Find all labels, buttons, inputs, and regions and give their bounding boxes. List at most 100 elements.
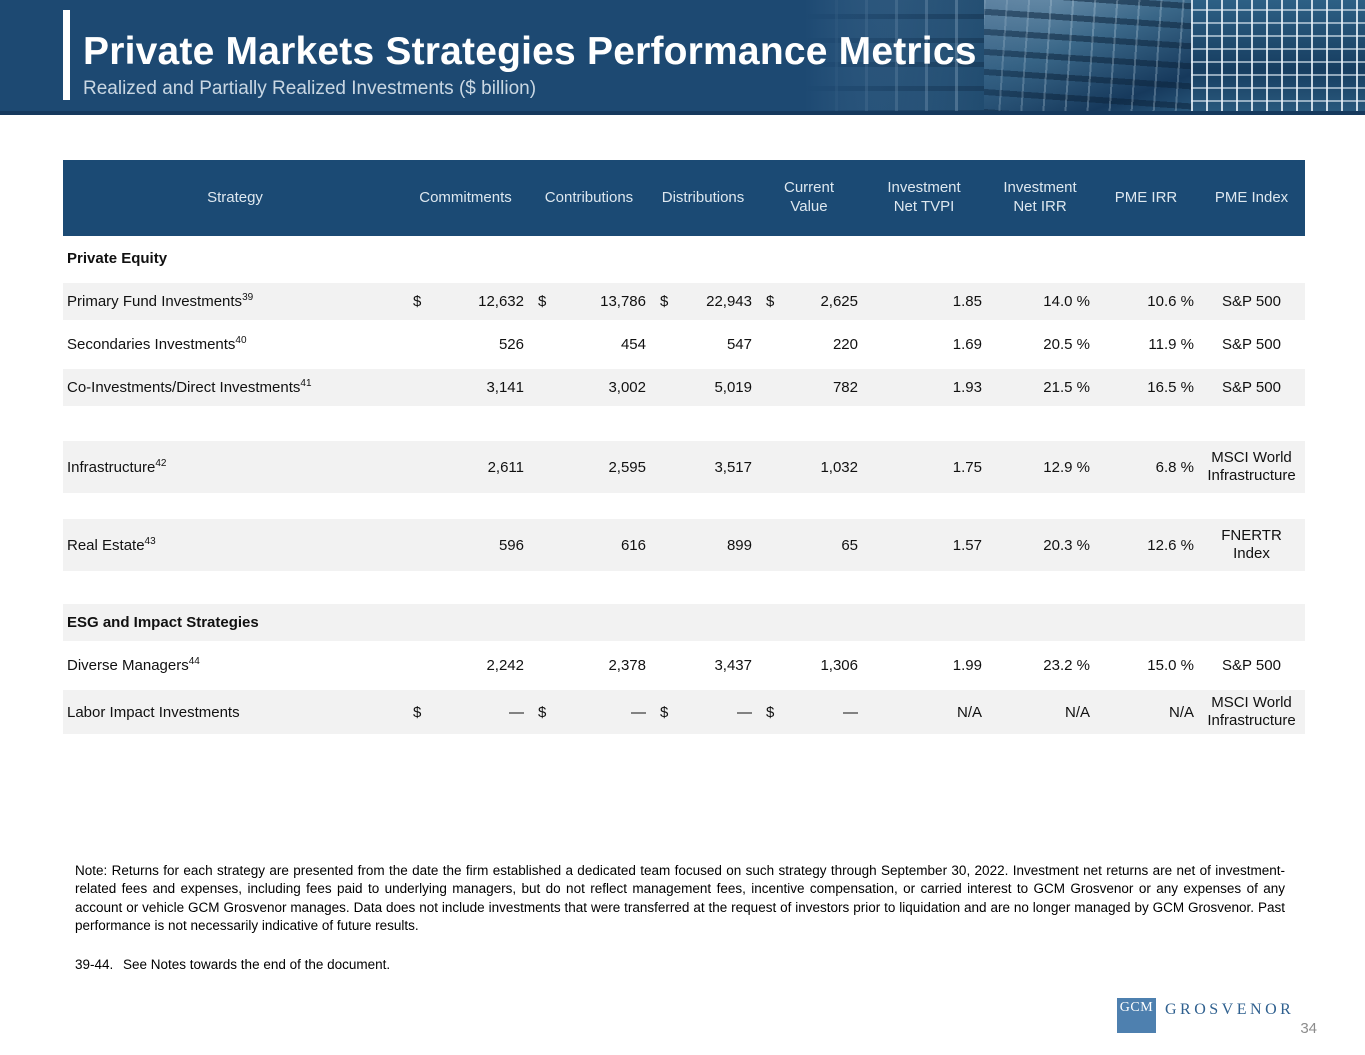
net-tvpi-cell: 1.57 bbox=[952, 536, 982, 554]
footnote-line: 39-44. See Notes towards the end of the … bbox=[75, 957, 390, 972]
section-label: ESG and Impact Strategies bbox=[67, 614, 259, 631]
footnote-ref: 39 bbox=[242, 292, 254, 303]
strategy-cell: Primary Fund Investments39 bbox=[67, 292, 254, 311]
contributions-cell: $ — bbox=[538, 703, 646, 721]
distributions-cell: 3,437 bbox=[714, 657, 752, 674]
contributions-cell: 454 bbox=[620, 336, 646, 353]
commitments-cell: 3,141 bbox=[486, 379, 524, 396]
contributions-cell: $13,786 bbox=[538, 293, 646, 310]
table-row-infrastructure: Infrastructure42 2,611 2,595 3,517 1,032… bbox=[63, 441, 1305, 493]
contributions-cell: 616 bbox=[620, 536, 646, 554]
distributions-cell: 3,517 bbox=[714, 458, 752, 476]
table-row-labor-impact-investments: Labor Impact Investments $ — $ — $ — $ — N/A… bbox=[63, 690, 1305, 734]
footnote-ref: 40 bbox=[235, 335, 247, 346]
table-header-row: Strategy Commitments Contributions Distr… bbox=[63, 160, 1305, 236]
distributions-cell: 547 bbox=[726, 336, 752, 353]
net-tvpi-cell: N/A bbox=[956, 703, 982, 721]
pme-index-cell: MSCI World Infrastructure bbox=[1207, 694, 1296, 729]
building-photo bbox=[805, 0, 1365, 111]
title-accent-bar bbox=[63, 10, 70, 100]
pme-irr-cell: 16.5 % bbox=[1147, 379, 1194, 396]
footnote-range: 39-44. bbox=[75, 957, 114, 972]
net-irr-cell: 23.2 % bbox=[1043, 657, 1090, 674]
strategy-cell: Infrastructure42 bbox=[67, 457, 167, 476]
page-header: Private Markets Strategies Performance M… bbox=[0, 0, 1365, 115]
gcm-grosvenor-logo: GCM GROSVENOR bbox=[1117, 998, 1294, 1033]
net-irr-cell: N/A bbox=[1064, 703, 1090, 721]
current-value-cell: $2,625 bbox=[766, 293, 858, 310]
current-value-cell: 782 bbox=[832, 379, 858, 396]
col-header-pme-index: PME Index bbox=[1214, 188, 1289, 206]
current-value-cell: 65 bbox=[841, 536, 858, 554]
footnote-ref: 43 bbox=[144, 535, 156, 547]
current-value-cell: $ — bbox=[766, 703, 858, 721]
net-irr-cell: 14.0 % bbox=[1043, 293, 1090, 310]
pme-index-cell: S&P 500 bbox=[1222, 656, 1281, 674]
grosvenor-wordmark: GROSVENOR bbox=[1165, 1001, 1295, 1018]
title-block: Private Markets Strategies Performance M… bbox=[83, 30, 977, 100]
table-row-secondaries-investments: Secondaries Investments40 526 454 547 22… bbox=[63, 326, 1305, 363]
col-header-net-irr: Investment Net IRR bbox=[1003, 179, 1077, 215]
net-tvpi-cell: 1.69 bbox=[952, 336, 982, 353]
table-row-co-investments: Co-Investments/Direct Investments41 3,14… bbox=[63, 369, 1305, 406]
col-header-commitments: Commitments bbox=[419, 188, 512, 206]
commitments-cell: $12,632 bbox=[413, 293, 524, 310]
net-tvpi-cell: 1.93 bbox=[952, 379, 982, 396]
col-header-distributions: Distributions bbox=[661, 188, 745, 206]
strategy-cell: Co-Investments/Direct Investments41 bbox=[67, 378, 312, 397]
distributions-cell: 5,019 bbox=[714, 379, 752, 396]
table-row-real-estate: Real Estate43 596 616 899 65 1.57 20.3 %… bbox=[63, 519, 1305, 571]
distributions-cell: $22,943 bbox=[660, 293, 752, 310]
net-irr-cell: 21.5 % bbox=[1043, 379, 1090, 396]
current-value-cell: 1,032 bbox=[820, 458, 858, 476]
table-gap bbox=[63, 412, 1305, 441]
pme-index-cell: S&P 500 bbox=[1222, 292, 1281, 310]
strategy-cell: Secondaries Investments40 bbox=[67, 335, 247, 354]
pme-index-cell: FNERTR Index bbox=[1221, 527, 1282, 562]
contributions-cell: 3,002 bbox=[608, 379, 646, 396]
net-irr-cell: 20.5 % bbox=[1043, 336, 1090, 353]
pme-irr-cell: 12.6 % bbox=[1147, 536, 1194, 554]
commitments-cell: 526 bbox=[498, 336, 524, 353]
pme-index-cell: S&P 500 bbox=[1222, 335, 1281, 353]
page-title: Private Markets Strategies Performance M… bbox=[83, 30, 977, 73]
table-body: Private Equity Primary Fund Investments3… bbox=[63, 240, 1305, 734]
pme-irr-cell: 6.8 % bbox=[1155, 458, 1194, 476]
commitments-cell: $ — bbox=[413, 703, 524, 721]
pme-index-cell: MSCI World Infrastructure bbox=[1207, 449, 1296, 484]
pme-irr-cell: N/A bbox=[1168, 703, 1194, 721]
strategy-cell: Diverse Managers44 bbox=[67, 656, 200, 675]
strategy-cell: Real Estate43 bbox=[67, 535, 156, 554]
net-tvpi-cell: 1.99 bbox=[952, 657, 982, 674]
table-row-primary-fund-investments: Primary Fund Investments39 $12,632 $13,7… bbox=[63, 283, 1305, 320]
contributions-cell: 2,378 bbox=[608, 657, 646, 674]
page-number: 34 bbox=[1300, 1020, 1317, 1037]
distributions-cell: 899 bbox=[726, 536, 752, 554]
col-header-current-value: Current Value bbox=[783, 179, 835, 215]
net-tvpi-cell: 1.85 bbox=[952, 293, 982, 310]
gcm-logo-mark: GCM bbox=[1117, 998, 1156, 1033]
pme-irr-cell: 15.0 % bbox=[1147, 657, 1194, 674]
current-value-cell: 1,306 bbox=[820, 657, 858, 674]
footnote-ref: 42 bbox=[155, 457, 167, 469]
performance-table: Strategy Commitments Contributions Distr… bbox=[63, 160, 1305, 740]
pme-irr-cell: 11.9 % bbox=[1148, 336, 1194, 353]
current-value-cell: 220 bbox=[832, 336, 858, 353]
net-tvpi-cell: 1.75 bbox=[952, 458, 982, 476]
pme-index-cell: S&P 500 bbox=[1222, 378, 1281, 396]
footnote-text: See Notes towards the end of the documen… bbox=[123, 957, 391, 972]
pme-irr-cell: 10.6 % bbox=[1147, 293, 1194, 310]
commitments-cell: 596 bbox=[498, 536, 524, 554]
col-header-strategy: Strategy bbox=[207, 188, 263, 206]
table-gap bbox=[63, 577, 1305, 604]
commitments-cell: 2,611 bbox=[487, 458, 524, 476]
strategy-cell: Labor Impact Investments bbox=[67, 703, 240, 721]
section-row-esg-impact: ESG and Impact Strategies bbox=[63, 604, 1305, 641]
note-paragraph: Note: Returns for each strategy are pres… bbox=[75, 863, 1285, 934]
section-label: Private Equity bbox=[67, 250, 168, 267]
section-row-private-equity: Private Equity bbox=[63, 240, 1305, 277]
contributions-cell: 2,595 bbox=[608, 458, 646, 476]
net-irr-cell: 12.9 % bbox=[1043, 458, 1090, 476]
page-subtitle: Realized and Partially Realized Investme… bbox=[83, 77, 537, 99]
